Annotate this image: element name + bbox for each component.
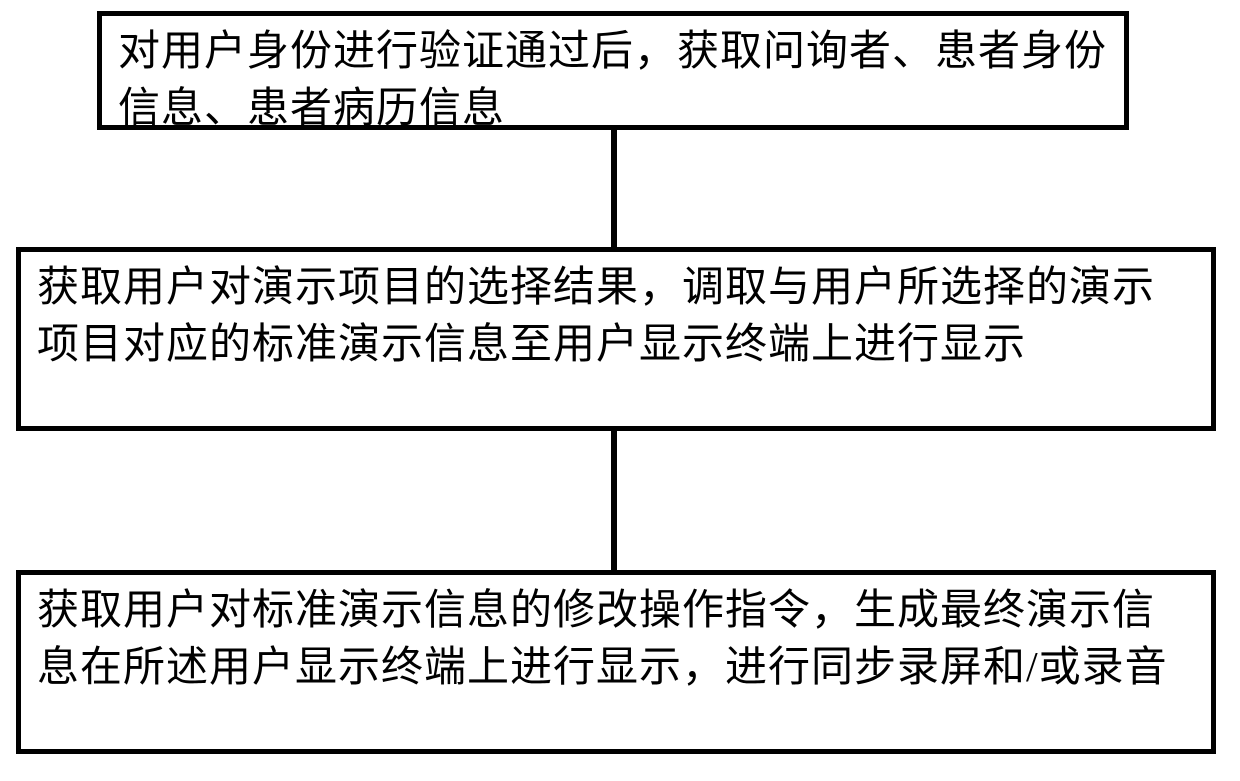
flow-node-2-text: 获取用户对演示项目的选择结果，调取与用户所选择的演示项目对应的标准演示信息至用户…	[37, 260, 1195, 373]
flowchart-canvas: 对用户身份进行验证通过后，获取问询者、患者身份信息、患者病历信息 获取用户对演示…	[0, 0, 1240, 781]
flow-node-1: 对用户身份进行验证通过后，获取问询者、患者身份信息、患者病历信息	[97, 11, 1129, 130]
flow-edge-1	[611, 130, 617, 247]
flow-node-1-text: 对用户身份进行验证通过后，获取问询者、患者身份信息、患者病历信息	[118, 24, 1108, 137]
flow-edge-2	[611, 431, 617, 570]
flow-node-3-text: 获取用户对标准演示信息的修改操作指令，生成最终演示信息在所述用户显示终端上进行显…	[37, 583, 1195, 696]
flow-node-3: 获取用户对标准演示信息的修改操作指令，生成最终演示信息在所述用户显示终端上进行显…	[16, 570, 1216, 754]
flow-node-2: 获取用户对演示项目的选择结果，调取与用户所选择的演示项目对应的标准演示信息至用户…	[16, 247, 1216, 431]
